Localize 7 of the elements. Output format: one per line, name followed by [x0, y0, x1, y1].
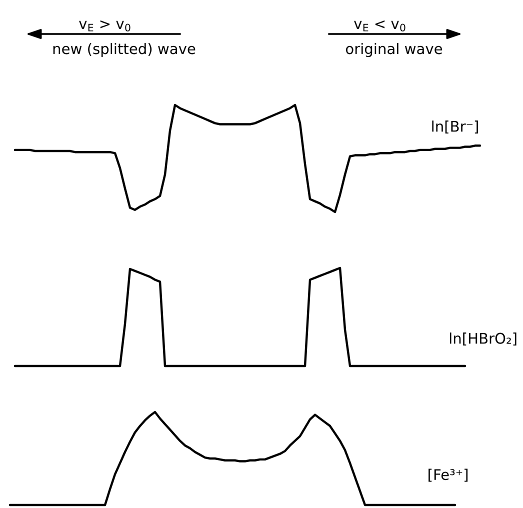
- series-label: [Fe³⁺]: [428, 468, 468, 482]
- text: v$_{E}$ < v$_{0}$: [354, 20, 406, 32]
- series-label: ln[HBrO₂]: [450, 332, 516, 346]
- text: original wave: [346, 42, 442, 58]
- text: v$_{E}$ > v$_{0}$: [79, 20, 130, 32]
- series-label: ln[Br⁻]: [432, 120, 478, 134]
- text: new (splitted) wave: [53, 42, 196, 58]
